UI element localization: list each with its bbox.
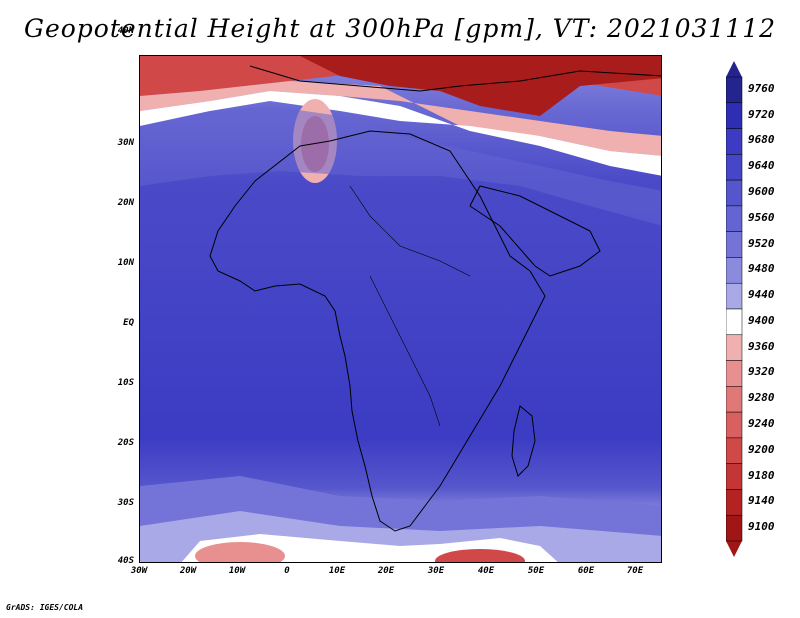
colorbar-box (726, 76, 743, 104)
colorbar-label: 9240 (748, 417, 775, 430)
colorbar-label: 9520 (748, 236, 775, 250)
colorbar-box (726, 179, 743, 207)
colorbar-label: 9680 (748, 133, 775, 147)
colorbar-label: 9180 (748, 468, 775, 482)
colorbar-box (726, 128, 743, 155)
lon-label: 10E (328, 566, 346, 576)
lat-label: 40S (117, 556, 134, 566)
mediterranean-coast (249, 65, 661, 92)
colorbar-label: 9280 (748, 391, 775, 405)
colorbar-box (726, 282, 743, 310)
north-mid-blue (140, 106, 661, 226)
lon-label: 40E (477, 566, 495, 576)
colorbar-box (726, 489, 743, 516)
colorbar-bottom-arrow (726, 541, 742, 557)
country-borders-2 (369, 275, 441, 427)
lat-label: 20N (117, 198, 134, 208)
colorbar-box (726, 154, 743, 181)
colorbar-box (726, 386, 743, 413)
north-pink-band (140, 81, 661, 156)
map-panel (139, 55, 662, 563)
colorbar-box (726, 102, 743, 129)
colorbar-label: 9720 (748, 107, 775, 121)
colorbar-box (726, 411, 743, 439)
lat-label: 30N (117, 138, 134, 148)
south-trough-red (435, 549, 525, 562)
colorbar-box (726, 308, 743, 336)
arabia-coast (469, 185, 601, 277)
colorbar-top-arrow (726, 61, 742, 77)
colorbar-box (726, 360, 743, 387)
colorbar-label: 9320 (748, 365, 775, 379)
colorbar-label: 9760 (748, 81, 775, 95)
lon-label: 0 (284, 566, 290, 576)
colorbar: 9760 9720 9680 9640 9600 9560 9520 9480 9440 9400… (726, 61, 800, 559)
lon-label: 30E (427, 566, 445, 576)
lon-label: 60E (577, 566, 595, 576)
colorbar-box (726, 205, 743, 232)
geopotential-field (140, 56, 661, 562)
colorbar-label: 9200 (748, 442, 775, 456)
lon-label: 70E (626, 566, 644, 576)
lat-label: EQ (123, 318, 134, 328)
lon-label: 10W (228, 566, 246, 576)
colorbar-label: 9360 (748, 339, 775, 353)
country-borders (349, 185, 471, 277)
colorbar-box (726, 257, 743, 284)
colorbar-label: 9400 (748, 313, 775, 327)
lat-label: 30S (117, 498, 134, 508)
south-trough-pink (195, 542, 285, 562)
lat-label: 10N (117, 258, 134, 268)
lon-label: 30W (130, 566, 148, 576)
africa-coast (209, 130, 546, 532)
colorbar-box (726, 334, 743, 361)
coastlines (209, 65, 661, 532)
colorbar-box (726, 231, 743, 258)
colorbar-label: 9640 (748, 159, 775, 173)
colorbar-label: 9440 (748, 288, 775, 302)
colorbar-label: 9480 (748, 262, 775, 276)
colorbar-label: 9600 (748, 185, 775, 198)
north-darkred-core (300, 56, 661, 116)
madagascar-coast (511, 405, 536, 477)
colorbar-label: 9560 (748, 210, 775, 224)
lat-label: 10S (117, 378, 134, 388)
colorbar-box (726, 437, 743, 464)
colorbar-boxes (726, 61, 743, 557)
colorbar-label: 9100 (748, 520, 775, 534)
lat-label: 40N (117, 26, 134, 36)
lon-label: 20E (377, 566, 395, 576)
colorbar-label: 9140 (748, 494, 775, 508)
credit-text: GrADS: IGES/COLA (6, 603, 84, 612)
lon-label: 20W (179, 566, 197, 576)
colorbar-box (726, 463, 743, 490)
north-white-band (140, 91, 661, 176)
lat-label: 20S (117, 438, 134, 448)
map-title: Geopotential Height at 300hPa [gpm], VT:… (23, 14, 777, 43)
lon-label: 50E (527, 566, 545, 576)
colorbar-box (726, 514, 743, 542)
